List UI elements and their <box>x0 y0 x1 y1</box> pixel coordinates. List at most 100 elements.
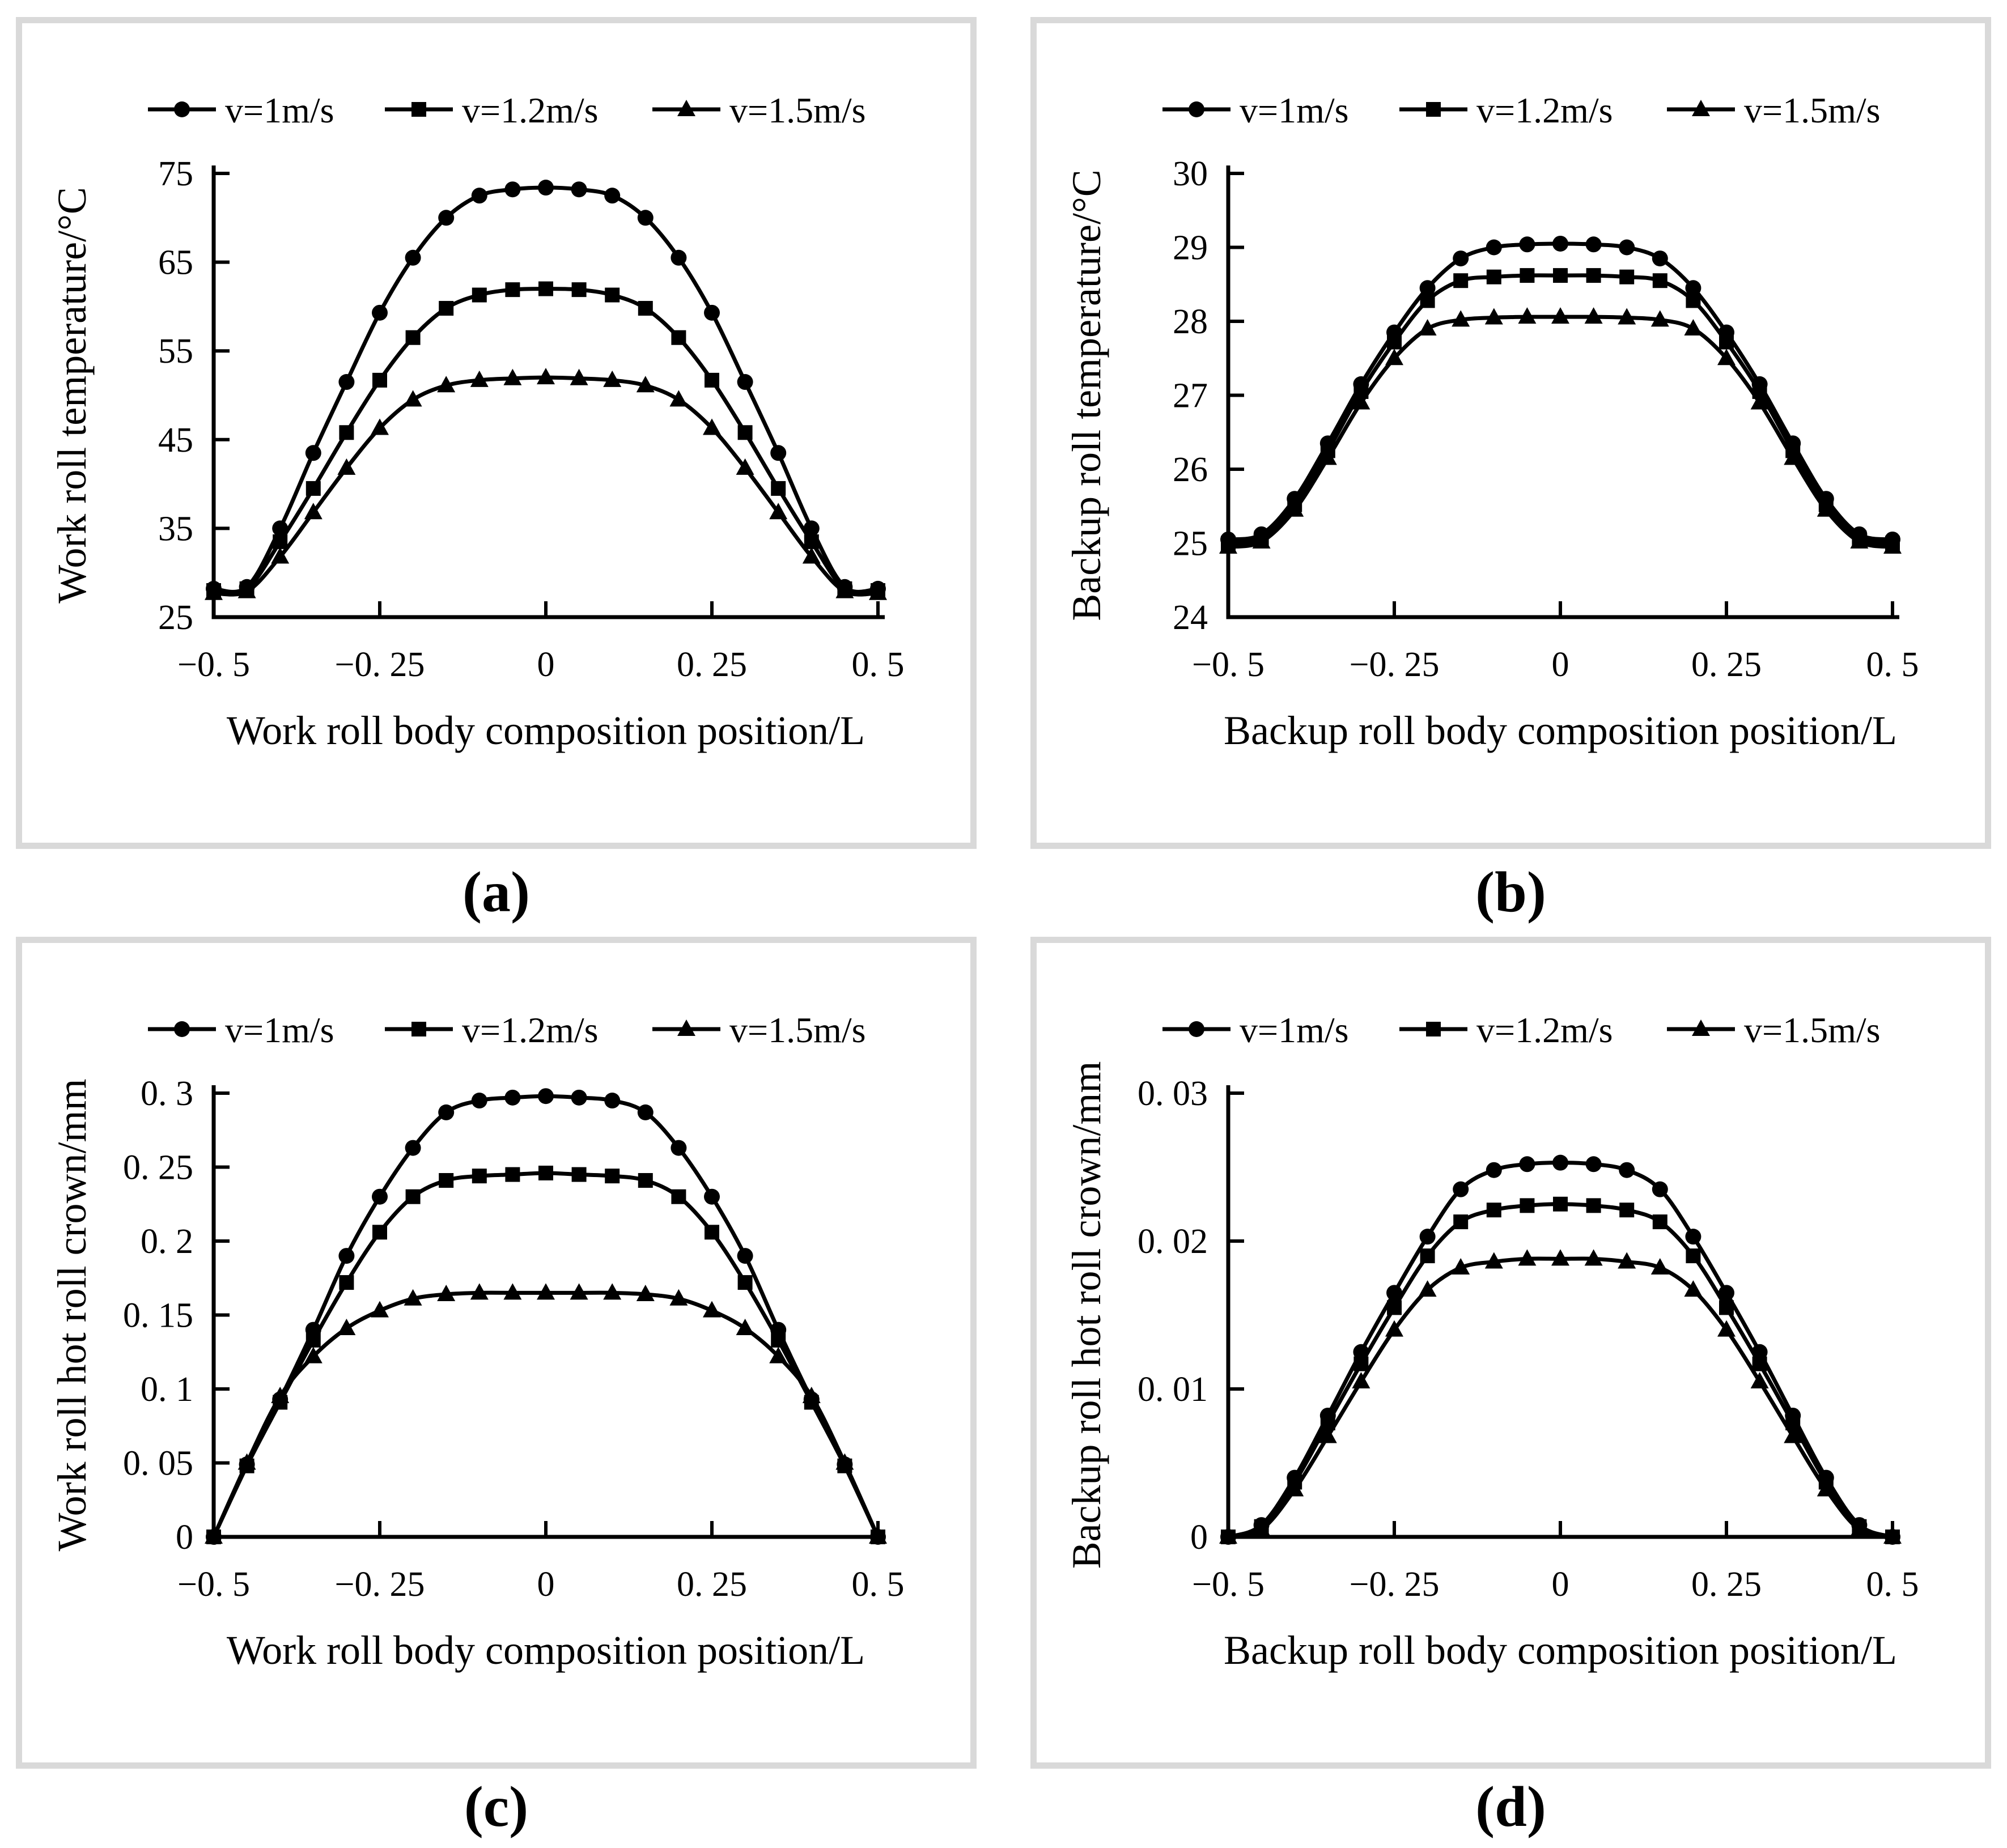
legend-label: v=1.2m/s <box>1476 1010 1613 1050</box>
series-v-1m-s <box>206 180 886 597</box>
y-tick-label: 0. 03 <box>1138 1074 1208 1113</box>
legend-item-triangle: v=1.5m/s <box>652 90 866 130</box>
data-point-triangle-icon <box>703 1301 721 1318</box>
series-v-1-2m-s <box>206 1165 885 1544</box>
series-line <box>1226 1161 1895 1539</box>
series-v-1-5m-s <box>1219 1249 1902 1544</box>
data-point-circle-icon <box>1386 1285 1402 1301</box>
chart-b: v=1m/s v=1.2m/s v=1.5m/s −0. 5 −0. 25 0 0. 25 0… <box>1064 90 1919 753</box>
data-point-triangle-icon <box>1385 349 1403 366</box>
data-point-square-icon <box>439 1172 454 1188</box>
data-point-triangle-icon <box>835 581 854 598</box>
data-point-circle-icon <box>1685 280 1702 296</box>
data-point-circle-icon <box>1189 1021 1204 1037</box>
series-line <box>1226 241 1895 542</box>
caption-c: (c) <box>464 1775 529 1839</box>
series-v-1m-s <box>206 1088 886 1545</box>
data-point-square-icon <box>605 1169 620 1184</box>
data-point-square-icon <box>705 1225 719 1240</box>
data-point-square-icon <box>1387 1300 1402 1315</box>
y-tick-label: 29 <box>1173 229 1208 267</box>
series-line <box>211 287 880 595</box>
data-point-square-icon <box>472 1169 487 1184</box>
y-tick-label: 27 <box>1173 377 1208 415</box>
x-axis-title: Work roll body composition position/L <box>227 1628 865 1673</box>
data-point-square-icon <box>1553 268 1568 283</box>
data-point-triangle-icon <box>1418 319 1437 336</box>
data-point-circle-icon <box>1652 1181 1668 1197</box>
x-axis-title: Backup roll body composition position/L <box>1224 708 1897 753</box>
data-point-circle-icon <box>604 1093 621 1109</box>
y-tick-label: 0. 15 <box>123 1297 193 1335</box>
axes: −0. 5 −0. 25 0 0. 25 0. 5 0 0. 05 0. 1 0. 15 0. 2… <box>123 1074 905 1604</box>
data-point-circle-icon <box>1552 1154 1568 1171</box>
data-point-triangle-icon <box>404 1289 422 1306</box>
x-tick-label: 0 <box>1552 1565 1569 1604</box>
legend-item-triangle: v=1.5m/s <box>1667 90 1881 130</box>
data-point-square-icon <box>804 534 819 549</box>
series-v-1-5m-s <box>205 1283 887 1544</box>
data-point-triangle-icon <box>371 418 389 435</box>
caption-d: (d) <box>1475 1775 1546 1839</box>
legend-label: v=1.2m/s <box>462 1010 599 1050</box>
data-point-triangle-icon <box>470 370 489 387</box>
legend-item-square: v=1.2m/s <box>385 90 599 130</box>
legend-label: v=1.5m/s <box>1744 90 1881 130</box>
data-point-circle-icon <box>770 445 787 461</box>
data-point-triangle-icon <box>802 547 821 564</box>
data-point-square-icon <box>671 1189 686 1204</box>
data-point-triangle-icon <box>636 376 655 393</box>
data-point-triangle-icon <box>1551 307 1569 324</box>
chart-c: v=1m/s v=1.2m/s v=1.5m/s −0. 5 −0. 25 0 0. 25 0… <box>49 1010 905 1673</box>
data-point-square-icon <box>405 330 421 345</box>
data-point-circle-icon <box>671 249 687 266</box>
data-point-triangle-icon <box>1618 1252 1636 1269</box>
data-point-square-icon <box>1719 334 1734 350</box>
x-axis-title: Backup roll body composition position/L <box>1224 1628 1897 1673</box>
x-tick-label: −0. 25 <box>335 1565 425 1604</box>
data-point-triangle-icon <box>437 1284 456 1301</box>
data-point-circle-icon <box>1585 1156 1602 1172</box>
legend-label: v=1m/s <box>225 1010 334 1050</box>
legend-item-square: v=1.2m/s <box>1399 90 1613 130</box>
legend-item-triangle: v=1.5m/s <box>1667 1010 1881 1050</box>
data-point-circle-icon <box>1419 1229 1436 1245</box>
data-point-triangle-icon <box>1352 393 1370 410</box>
y-tick-label: 24 <box>1173 598 1208 637</box>
data-point-triangle-icon <box>636 1284 655 1301</box>
data-point-triangle-icon <box>1684 319 1703 336</box>
data-point-triangle-icon <box>271 1387 290 1404</box>
y-tick-label: 0. 25 <box>123 1149 193 1187</box>
axes: −0. 5 −0. 25 0 0. 25 0. 5 25 35 45 55 65 75 <box>158 155 905 684</box>
data-point-circle-icon <box>1619 1162 1635 1178</box>
data-point-circle-icon <box>438 210 455 226</box>
data-point-triangle-icon <box>769 503 788 520</box>
data-point-triangle-icon <box>1418 1280 1437 1297</box>
data-point-triangle-icon <box>669 390 688 407</box>
data-point-circle-icon <box>174 101 190 117</box>
data-point-square-icon <box>1586 268 1601 283</box>
series-line <box>211 1094 880 1539</box>
data-point-square-icon <box>538 1165 553 1180</box>
data-point-square-icon <box>1486 269 1501 284</box>
legend-label: v=1m/s <box>225 90 334 130</box>
y-tick-label: 0. 01 <box>1138 1370 1208 1409</box>
y-tick-label: 45 <box>158 421 193 460</box>
data-point-square-icon <box>411 102 426 117</box>
data-point-square-icon <box>571 282 587 298</box>
data-point-triangle-icon <box>1750 1371 1769 1388</box>
legend-label: v=1m/s <box>1240 1010 1349 1050</box>
x-tick-label: 0. 5 <box>1866 645 1919 684</box>
legend-label: v=1.2m/s <box>462 90 599 130</box>
x-tick-label: −0. 5 <box>177 1565 250 1604</box>
data-point-square-icon <box>1453 273 1469 288</box>
data-point-triangle-icon <box>869 583 887 600</box>
data-point-triangle-icon <box>1219 537 1237 554</box>
y-tick-label: 0. 3 <box>141 1074 193 1113</box>
series-line <box>211 185 880 594</box>
x-tick-label: −0. 5 <box>1192 1565 1265 1604</box>
data-point-triangle-icon <box>503 1283 522 1300</box>
legend-item-square: v=1.2m/s <box>1399 1010 1613 1050</box>
data-point-triangle-icon <box>1717 1320 1736 1337</box>
data-point-triangle-icon <box>869 1527 887 1544</box>
